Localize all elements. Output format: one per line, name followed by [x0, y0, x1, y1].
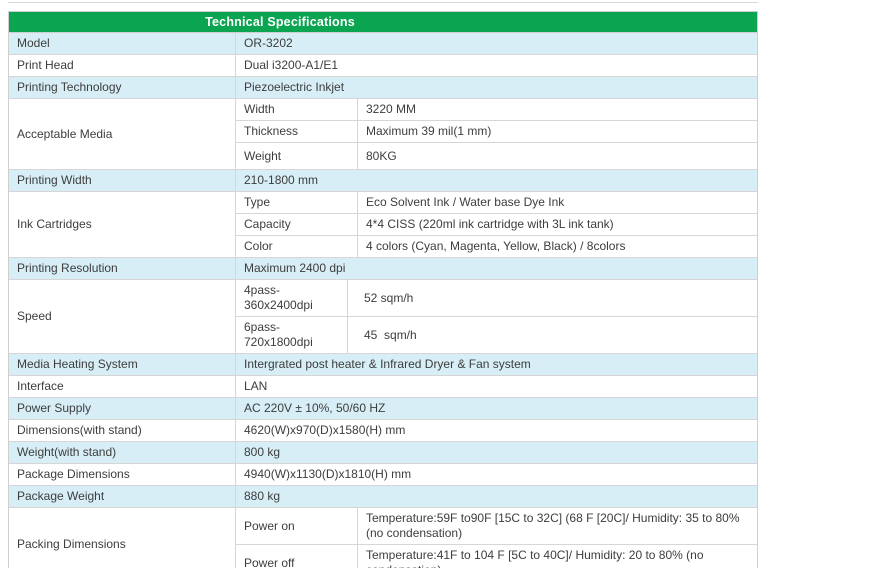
subrow-value: Temperature:41F to 104 F [5C to 40C]/ Hu…: [366, 548, 704, 568]
row-label: Media Heating System: [9, 354, 236, 375]
table-row-group: Packing Dimensions Power on Temperature:…: [9, 508, 757, 568]
row-value: 800 kg: [244, 445, 281, 459]
table-subrow: 4pass-360x2400dpi 52 sqm/h: [236, 280, 757, 317]
table-row: Package Weight 880 kg: [9, 486, 757, 508]
subrow-value: Temperature:59F to90F [15C to 32C] (68 F…: [366, 511, 743, 540]
subrow-value: Eco Solvent Ink / Water base Dye Ink: [366, 195, 565, 209]
subrow-label: Type: [236, 192, 358, 213]
subrow-label: Capacity: [236, 214, 358, 235]
subrow-label: Power on: [236, 508, 358, 544]
subrow-list: Width 3220 MM Thickness Maximum 39 mil(1…: [236, 99, 757, 169]
subrow-value: 3220 MM: [366, 102, 417, 116]
row-label: Package Dimensions: [9, 464, 236, 485]
row-value: Intergrated post heater & Infrared Dryer…: [244, 357, 531, 371]
table-subrow: Color 4 colors (Cyan, Magenta, Yellow, B…: [236, 236, 757, 257]
row-value: OR-3202: [244, 36, 293, 50]
row-value: Piezoelectric Inkjet: [244, 80, 345, 94]
subrow-value: 4*4 CISS (220ml ink cartridge with 3L in…: [366, 217, 614, 231]
subrow-list: 4pass-360x2400dpi 52 sqm/h 6pass-720x180…: [236, 280, 757, 353]
top-divider: [8, 2, 758, 3]
row-value: LAN: [244, 379, 268, 393]
row-value: 4940(W)x1130(D)x1810(H) mm: [244, 467, 412, 481]
table-row-group: Speed 4pass-360x2400dpi 52 sqm/h 6pass-7…: [9, 280, 757, 354]
table-row: Package Dimensions 4940(W)x1130(D)x1810(…: [9, 464, 757, 486]
table-header: Technical Specifications: [9, 12, 757, 33]
subrow-label: Color: [236, 236, 358, 257]
subrow-label: Power off: [236, 545, 358, 568]
subrow-list: Type Eco Solvent Ink / Water base Dye In…: [236, 192, 757, 257]
row-value: 210-1800 mm: [244, 173, 319, 187]
row-label: Print Head: [9, 55, 236, 76]
row-label: Printing Technology: [9, 77, 236, 98]
table-subrow: 6pass-720x1800dpi 45 sqm/h: [236, 317, 757, 353]
table-subrow: Width 3220 MM: [236, 99, 757, 121]
table-row: Weight(with stand) 800 kg: [9, 442, 757, 464]
table-row-group: Acceptable Media Width 3220 MM Thickness…: [9, 99, 757, 170]
row-label: Printing Width: [9, 170, 236, 191]
row-label: Dimensions(with stand): [9, 420, 236, 441]
subrow-list: Power on Temperature:59F to90F [15C to 3…: [236, 508, 757, 568]
table-subrow: Power off Temperature:41F to 104 F [5C t…: [236, 545, 757, 568]
subrow-label: Weight: [236, 143, 358, 169]
row-label: Model: [9, 33, 236, 54]
row-value: Dual i3200-A1/E1: [244, 58, 339, 72]
spec-table: Technical Specifications Model OR-3202 P…: [8, 11, 758, 568]
row-label: Package Weight: [9, 486, 236, 507]
table-row: Printing Width 210-1800 mm: [9, 170, 757, 192]
subrow-label: 4pass-360x2400dpi: [236, 280, 348, 316]
table-row: Printing Resolution Maximum 2400 dpi: [9, 258, 757, 280]
subrow-value: 52 sqm/h: [364, 290, 414, 305]
table-row: Printing Technology Piezoelectric Inkjet: [9, 77, 757, 99]
table-row-group: Ink Cartridges Type Eco Solvent Ink / Wa…: [9, 192, 757, 258]
row-label: Interface: [9, 376, 236, 397]
subrow-label: 6pass-720x1800dpi: [236, 317, 348, 353]
table-subrow: Capacity 4*4 CISS (220ml ink cartridge w…: [236, 214, 757, 236]
table-row: Dimensions(with stand) 4620(W)x970(D)x15…: [9, 420, 757, 442]
table-row: Print Head Dual i3200-A1/E1: [9, 55, 757, 77]
row-label: Ink Cartridges: [9, 192, 236, 257]
table-title: Technical Specifications: [205, 15, 355, 29]
table-row: Power Supply AC 220V ± 10%, 50/60 HZ: [9, 398, 757, 420]
table-subrow: Type Eco Solvent Ink / Water base Dye In…: [236, 192, 757, 214]
row-value: AC 220V ± 10%, 50/60 HZ: [244, 401, 386, 415]
row-value: 880 kg: [244, 489, 281, 503]
table-row: Model OR-3202: [9, 33, 757, 55]
table-subrow: Weight 80KG: [236, 143, 757, 169]
subrow-value: 45 sqm/h: [364, 327, 417, 342]
row-label: Printing Resolution: [9, 258, 236, 279]
table-row: Interface LAN: [9, 376, 757, 398]
row-value: Maximum 2400 dpi: [244, 261, 346, 275]
subrow-label: Thickness: [236, 121, 358, 142]
row-label: Speed: [9, 280, 236, 353]
row-label: Weight(with stand): [9, 442, 236, 463]
table-row: Media Heating System Intergrated post he…: [9, 354, 757, 376]
row-label: Power Supply: [9, 398, 236, 419]
subrow-label: Width: [236, 99, 358, 120]
subrow-value: 80KG: [366, 148, 397, 163]
row-value: 4620(W)x970(D)x1580(H) mm: [244, 423, 406, 437]
table-subrow: Power on Temperature:59F to90F [15C to 3…: [236, 508, 757, 545]
row-label: Packing Dimensions: [9, 508, 236, 568]
subrow-value: Maximum 39 mil(1 mm): [366, 124, 492, 138]
table-subrow: Thickness Maximum 39 mil(1 mm): [236, 121, 757, 143]
row-label: Acceptable Media: [9, 99, 236, 169]
subrow-value: 4 colors (Cyan, Magenta, Yellow, Black) …: [366, 239, 626, 253]
